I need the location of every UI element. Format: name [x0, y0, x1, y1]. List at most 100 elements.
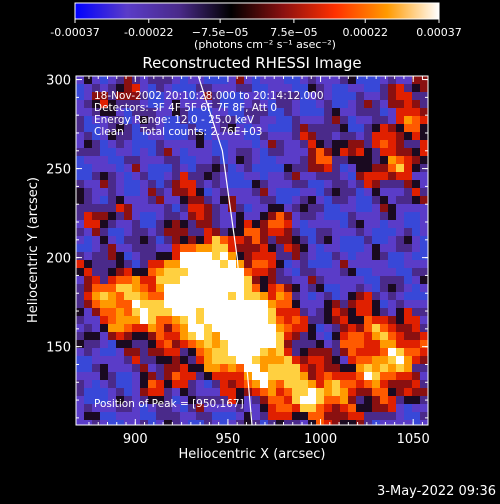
heatmap-cell — [236, 420, 245, 425]
heatmap-cell — [300, 260, 309, 269]
heatmap-cell — [420, 364, 428, 373]
heatmap-cell — [156, 420, 165, 425]
heatmap-cell — [124, 332, 133, 341]
heatmap-cell — [252, 220, 261, 229]
heatmap-cell — [364, 140, 373, 149]
colorbar-unit-label: (photons cm⁻² s⁻¹ asec⁻²) — [194, 38, 336, 51]
heatmap-cell — [348, 268, 357, 277]
heatmap-cell — [204, 76, 213, 85]
heatmap-cell — [164, 292, 173, 301]
heatmap-cell — [388, 276, 397, 285]
heatmap-cell — [300, 316, 309, 325]
heatmap-cell — [148, 340, 157, 349]
heatmap-cell — [236, 380, 245, 389]
heatmap-cell — [268, 180, 277, 189]
heatmap-cell — [204, 300, 213, 309]
heatmap-cell — [260, 180, 269, 189]
heatmap-cell — [412, 404, 421, 413]
heatmap-cell — [244, 84, 253, 93]
heatmap-cell — [404, 244, 413, 253]
heatmap-cell — [420, 372, 428, 381]
heatmap-cell — [204, 180, 213, 189]
heatmap-cell — [244, 108, 253, 117]
heatmap-cell — [340, 244, 349, 253]
heatmap-cell — [140, 84, 149, 93]
heatmap-cell — [132, 76, 141, 85]
heatmap-cell — [100, 188, 109, 197]
heatmap-cell — [188, 140, 197, 149]
heatmap-cell — [308, 236, 317, 245]
heatmap-cell — [316, 388, 325, 397]
heatmap-cell — [300, 116, 309, 125]
heatmap-cell — [156, 396, 165, 405]
heatmap-cell — [380, 308, 389, 317]
heatmap-cell — [260, 412, 269, 421]
heatmap-cell — [116, 284, 125, 293]
heatmap-cell — [332, 252, 341, 261]
heatmap-cell — [148, 148, 157, 157]
heatmap-cell — [388, 372, 397, 381]
heatmap-cell — [404, 356, 413, 365]
heatmap-cell — [148, 196, 157, 205]
heatmap-cell — [412, 156, 421, 165]
heatmap-cell — [100, 276, 109, 285]
heatmap-cell — [404, 300, 413, 309]
heatmap-cell — [404, 284, 413, 293]
heatmap-cell — [148, 348, 157, 357]
heatmap-cell — [188, 180, 197, 189]
heatmap-cell — [300, 172, 309, 181]
heatmap-cell — [260, 204, 269, 213]
heatmap-cell — [156, 372, 165, 381]
heatmap-cell — [364, 372, 373, 381]
heatmap-cell — [268, 268, 277, 277]
heatmap-cell — [356, 308, 365, 317]
heatmap-cell — [228, 372, 237, 381]
heatmap-cell — [124, 148, 133, 157]
heatmap-cell — [84, 196, 93, 205]
heatmap-cell — [260, 364, 269, 373]
heatmap-cell — [140, 228, 149, 237]
heatmap-cell — [300, 220, 309, 229]
heatmap-cell — [212, 300, 221, 309]
heatmap-cell — [148, 252, 157, 261]
heatmap-cell — [412, 308, 421, 317]
heatmap-cell — [276, 132, 285, 141]
heatmap-cell — [284, 308, 293, 317]
heatmap-cell — [388, 188, 397, 197]
heatmap-cell — [292, 100, 301, 109]
heatmap-cell — [268, 340, 277, 349]
heatmap-cell — [116, 228, 125, 237]
heatmap-cell — [124, 396, 133, 405]
heatmap-cell — [156, 92, 165, 101]
heatmap-cell — [124, 164, 133, 173]
heatmap-cell — [404, 364, 413, 373]
heatmap-cell — [372, 148, 381, 157]
heatmap-cell — [372, 220, 381, 229]
heatmap-cell — [124, 324, 133, 333]
heatmap-cell — [292, 324, 301, 333]
heatmap-cell — [276, 364, 285, 373]
heatmap-cell — [252, 412, 261, 421]
heatmap-cell — [76, 116, 85, 125]
heatmap-cell — [124, 236, 133, 245]
heatmap-cell — [116, 308, 125, 317]
heatmap-cell — [404, 380, 413, 389]
heatmap-cell — [340, 364, 349, 373]
heatmap-cell — [172, 332, 181, 341]
heatmap-cell — [124, 404, 133, 413]
heatmap-cell — [252, 348, 261, 357]
heatmap-cell — [164, 116, 173, 125]
heatmap-cell — [124, 308, 133, 317]
heatmap-cell — [284, 260, 293, 269]
heatmap-cell — [236, 268, 245, 277]
heatmap-cell — [316, 284, 325, 293]
heatmap-cell — [380, 140, 389, 149]
heatmap-cell — [148, 76, 157, 85]
heatmap-cell — [172, 124, 181, 133]
heatmap-cell — [348, 84, 357, 93]
heatmap-cell — [308, 284, 317, 293]
heatmap-cell — [172, 212, 181, 221]
heatmap-cell — [380, 268, 389, 277]
heatmap-cell — [380, 228, 389, 237]
heatmap-cell — [212, 228, 221, 237]
